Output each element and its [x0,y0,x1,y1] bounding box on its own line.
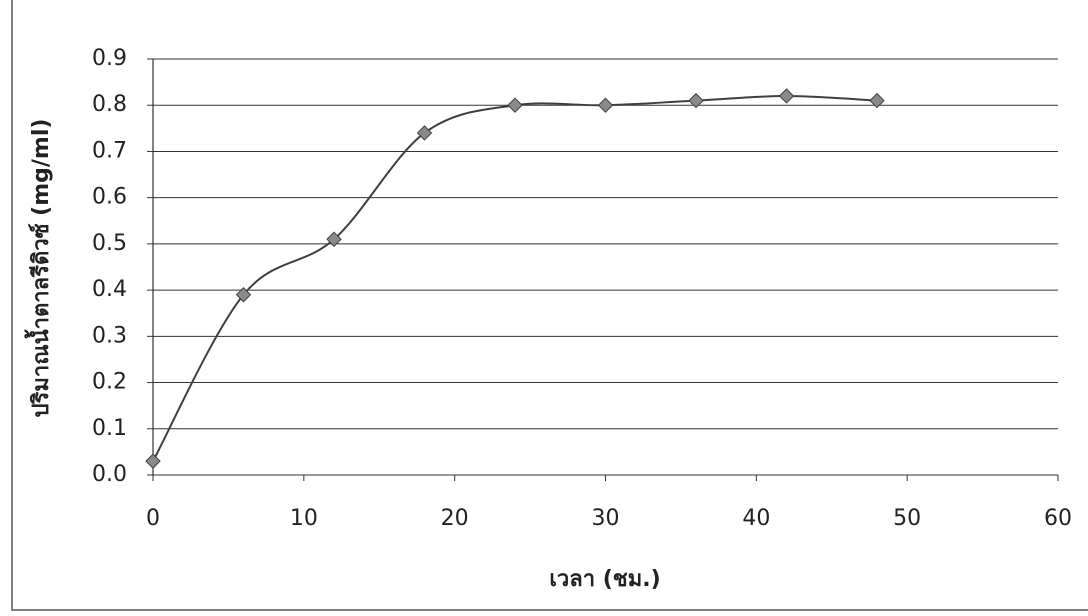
x-tick-label: 50 [893,506,921,531]
y-tick-label: 0.1 [92,416,127,441]
y-tick-label: 0.5 [92,231,127,256]
y-tick-label: 0.8 [92,92,127,117]
y-tick-label: 0.7 [92,138,127,163]
x-tick-label: 40 [742,506,770,531]
chart: เวลา (ชม.) ปริมาณน้ำตาลรีดิวซ์ (mg/ml) 0… [0,0,1088,616]
x-tick-label: 30 [592,506,620,531]
y-tick-label: 0.0 [92,462,127,487]
y-tick-label: 0.2 [92,370,127,395]
x-tick-label: 20 [441,506,469,531]
y-tick-label: 0.3 [92,323,127,348]
x-tick-label: 10 [290,506,318,531]
y-tick-label: 0.9 [92,46,127,71]
x-tick-label: 60 [1044,506,1072,531]
y-axis-title: ปริมาณน้ำตาลรีดิวซ์ (mg/ml) [24,119,54,418]
y-tick-label: 0.4 [92,277,127,302]
y-tick-label: 0.6 [92,185,127,210]
x-axis-title: เวลา (ชม.) [549,567,660,592]
x-tick-label: 0 [146,506,160,531]
chart-frame [12,0,1088,610]
page: เวลา (ชม.) ปริมาณน้ำตาลรีดิวซ์ (mg/ml) 0… [0,0,1088,616]
